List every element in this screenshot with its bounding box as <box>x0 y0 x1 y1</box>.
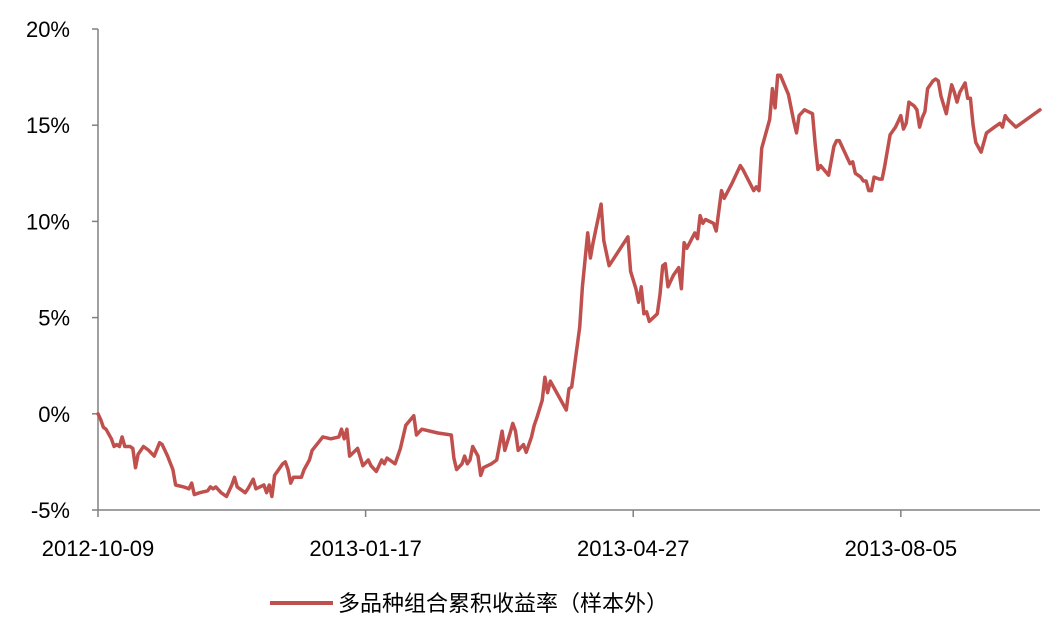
y-axis: -5% 0% 5% 10% 15% 20% <box>26 17 99 523</box>
y-tick-label: 20% <box>26 17 70 42</box>
x-tick-label: 2013-04-27 <box>577 536 690 561</box>
y-tick-label: 0% <box>38 402 70 427</box>
x-tick-label: 2013-01-17 <box>309 536 422 561</box>
legend-label: 多品种组合累积收益率（样本外） <box>338 592 668 617</box>
legend: 多品种组合累积收益率（样本外） <box>270 592 668 617</box>
series-lines <box>96 73 1042 499</box>
x-tick-label: 2012-10-09 <box>42 536 155 561</box>
y-tick-label: 10% <box>26 209 70 234</box>
y-tick-label: -5% <box>31 498 70 523</box>
y-tick-label: 5% <box>38 306 70 331</box>
x-tick-label: 2013-08-05 <box>845 536 958 561</box>
x-axis: 2012-10-09 2013-01-17 2013-04-27 2013-08-05 <box>42 509 1040 561</box>
y-tick-label: 15% <box>26 113 70 138</box>
series-line <box>96 73 1042 499</box>
